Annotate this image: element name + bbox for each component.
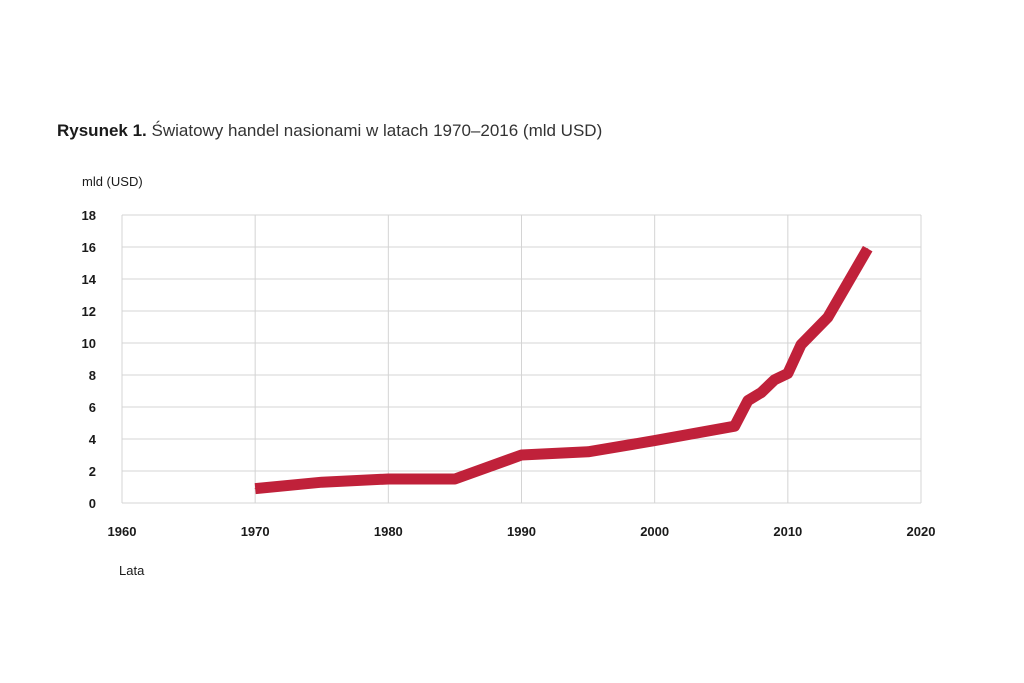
y-tick-label-8: 8 xyxy=(89,368,96,383)
data-point-2008 xyxy=(760,392,762,394)
y-axis-label: mld (USD) xyxy=(82,174,143,189)
axis-ticks: 0 2 4 6 8 10 12 14 16 18 1960 1970 1980 1990 2000 2010 2… xyxy=(82,208,936,539)
x-axis-label: Lata xyxy=(119,563,145,578)
data-point-2013 xyxy=(827,316,829,318)
y-tick-label-12: 12 xyxy=(82,304,96,319)
y-tick-label-0: 0 xyxy=(89,496,96,511)
y-tick-label-14: 14 xyxy=(82,272,97,287)
data-point-2000 xyxy=(654,440,656,442)
x-tick-label-1980: 1980 xyxy=(374,524,403,539)
x-tick-label-1970: 1970 xyxy=(241,524,270,539)
data-point-1970 xyxy=(254,488,256,490)
y-tick-label-4: 4 xyxy=(89,432,97,447)
figure-title-number: Rysunek 1. xyxy=(57,121,147,140)
data-point-2006 xyxy=(734,425,736,427)
data-point-2010 xyxy=(787,372,789,374)
data-point-1990 xyxy=(521,454,522,456)
y-tick-label-10: 10 xyxy=(82,336,96,351)
x-tick-label-1960: 1960 xyxy=(108,524,137,539)
x-tick-label-2000: 2000 xyxy=(640,524,669,539)
x-tick-label-2010: 2010 xyxy=(773,524,802,539)
data-point-1980 xyxy=(387,478,389,480)
x-tick-label-1990: 1990 xyxy=(507,524,536,539)
series-line-0 xyxy=(254,245,873,495)
data-point-2007 xyxy=(747,400,749,402)
y-tick-label-6: 6 xyxy=(89,400,96,415)
y-tick-label-2: 2 xyxy=(89,464,96,479)
data-point-1985 xyxy=(454,478,456,480)
data-point-1975 xyxy=(321,481,323,483)
x-tick-label-2020: 2020 xyxy=(907,524,936,539)
figure-title-text: Światowy handel nasionami w latach 1970–… xyxy=(151,121,603,140)
data-point-2009 xyxy=(774,379,776,381)
grid xyxy=(121,214,922,504)
data-point-2016 xyxy=(867,248,869,250)
y-tick-label-18: 18 xyxy=(82,208,96,223)
figure-title: Rysunek 1. Światowy handel nasionami w l… xyxy=(57,121,602,141)
data-point-2011 xyxy=(800,344,802,346)
series-layer xyxy=(254,245,873,495)
y-tick-label-16: 16 xyxy=(82,240,96,255)
data-point-1995 xyxy=(587,451,589,453)
